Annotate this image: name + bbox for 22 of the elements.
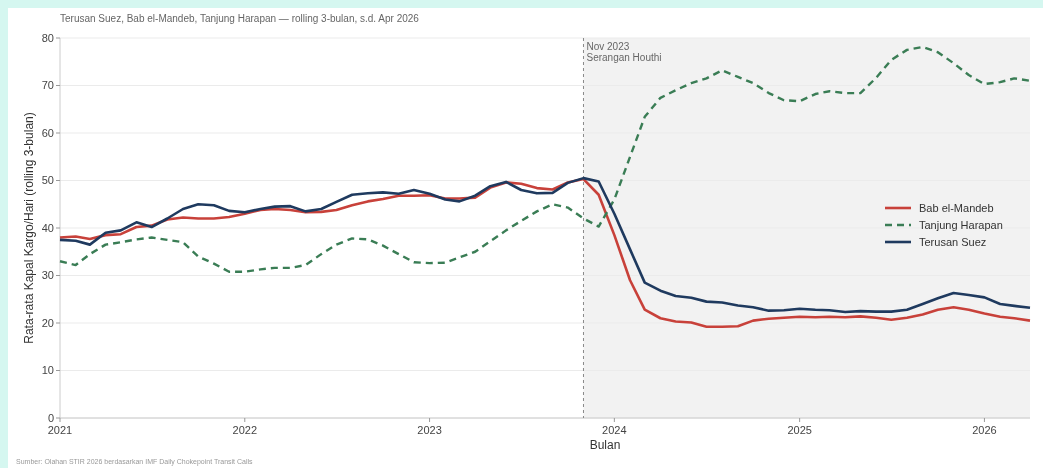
ref-line-label: Nov 2023 Serangan Houthi [586, 41, 662, 63]
x-axis-title: Bulan [589, 438, 621, 452]
x-tick-label: 2024 [602, 424, 627, 436]
x-tick-label: 2026 [972, 424, 997, 436]
y-tick-label: 20 [41, 316, 54, 329]
y-tick-label: 80 [41, 31, 54, 44]
x-tick-label: 2021 [47, 424, 73, 436]
y-tick-label: 70 [41, 79, 54, 92]
y-tick-label: 0 [47, 411, 54, 424]
y-axis-title: Rata-rata Kapal Kargo/Hari (rolling 3-bulan) [22, 112, 36, 344]
y-tick-label: 10 [41, 364, 54, 377]
x-tick-label: 2023 [417, 424, 442, 436]
y-tick-label: 60 [41, 126, 54, 139]
y-tick-label: 50 [41, 174, 54, 187]
x-tick-label: 2025 [787, 424, 812, 436]
y-tick-label: 30 [41, 269, 54, 282]
legend-label: Tanjung Harapan [919, 218, 1003, 231]
chart-title: Terusan Suez, Bab el-Mandeb, Tanjung Harapan — rolling 3-bulan, s.d. Apr 2026 [60, 13, 420, 24]
y-tick-label: 40 [41, 221, 54, 234]
x-tick-label: 2022 [232, 424, 258, 436]
legend-label: Bab el-Mandeb [919, 201, 994, 214]
legend-label: Terusan Suez [919, 235, 987, 248]
